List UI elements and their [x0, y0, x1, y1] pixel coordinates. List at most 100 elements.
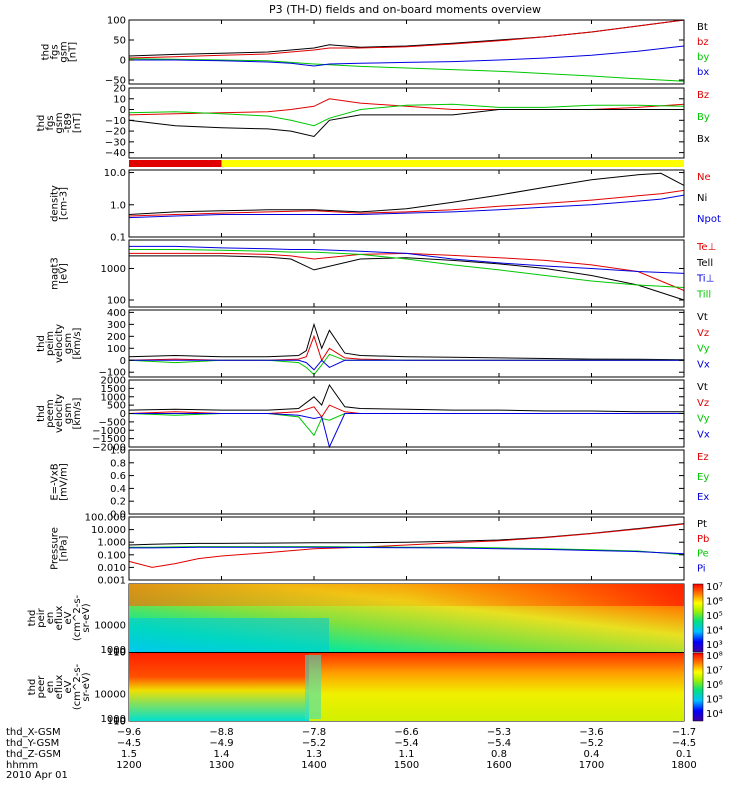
ylabel-peer_eflux-4: eV: [63, 680, 74, 693]
ytick-fgs_dsl-1: 10: [113, 94, 126, 105]
ytick-peem_velocity-2: 1000: [101, 392, 126, 403]
ylabel-density-1: [cm-3]: [59, 187, 70, 220]
series-pressure-1: [128, 523, 685, 568]
figure-title: P3 (TH-D) fields and on-board moments ov…: [269, 3, 541, 16]
legend-efield-0: Ez: [697, 452, 709, 463]
ytick-density-2: 0.1: [110, 233, 126, 244]
colorbar-peir-scale: [692, 583, 704, 653]
cbar-tick-peir_eflux-4: 10³: [706, 640, 723, 651]
ylabel-peer_eflux-6: sr-eV): [81, 672, 92, 701]
mode-segment-1: [221, 160, 684, 167]
ytick-peir_eflux-0: 10000: [94, 620, 126, 631]
ytick-peir_eflux-3: 10: [113, 648, 126, 659]
ytick-peer_eflux-1: 1000: [101, 714, 126, 725]
panel-density: Ne Ni Npot 10.0 1.0 0.1 density[cm-3]: [50, 168, 721, 243]
ephem-y_gsm-5: −5.2: [579, 738, 603, 749]
ephem-z_gsm-6: 0.1: [676, 749, 692, 760]
ylabel-peim_velocity-1: peim: [45, 331, 56, 356]
ephem-y_gsm-2: −5.2: [302, 738, 326, 749]
peir-spectrogram-low-energy: [129, 618, 329, 652]
legend-fgs_gsm-1: bz: [697, 37, 709, 48]
ytick-peim_velocity-2: 200: [107, 332, 126, 343]
cbar-tick-peer_eflux-1: 10⁷: [706, 666, 723, 677]
ytick-efield-2: 0.6: [110, 471, 126, 482]
panel-efield: Ez Ey Ex 1.00.8 0.6 0.4 0.2 0.0 E=-VxB[mV/m]: [50, 446, 710, 521]
legend-peem_velocity-2: Vy: [697, 414, 710, 425]
peer-spectrogram: [129, 653, 684, 721]
ylabel-fgs_dsl-1: fgs: [45, 115, 56, 130]
ytick-efield-3: 0.4: [110, 484, 126, 495]
ephem-times-4: 1600: [486, 760, 511, 771]
series-temperature-3: [129, 249, 685, 288]
ytick-temperature-1: 100: [107, 296, 126, 307]
ytick-peer_eflux-3: 10: [113, 717, 126, 728]
ytick-pressure-2: 1.000: [97, 538, 126, 549]
legend-pressure-2: Pe: [697, 549, 709, 560]
ylabel-peim_velocity-0: thd: [36, 335, 47, 352]
ylabel-fgs_gsm-2: gsm: [59, 41, 70, 62]
ephem-z_gsm-5: 0.4: [584, 749, 600, 760]
ephem-x_gsm-0: −9.6: [117, 727, 141, 738]
ytick-fgs_gsm-2: 0: [120, 56, 126, 67]
series-pressure-0: [128, 523, 685, 546]
ephem-times-6: 1800: [671, 760, 696, 771]
legend-peem_velocity-1: Vz: [697, 398, 709, 409]
ytick-pressure-5: 0.001: [97, 576, 126, 587]
legend-fgs_dsl-0: Bz: [697, 90, 709, 101]
ylabel-pressure-1: [nPa]: [59, 535, 70, 561]
ytick-peim_velocity-3: 100: [107, 344, 126, 355]
ytick-pressure-4: 0.010: [97, 563, 126, 574]
legend-pressure-3: Pi: [697, 563, 706, 574]
ytick-density-1: 1.0: [110, 200, 126, 211]
ylabel-peer_eflux-0: thd: [27, 679, 38, 696]
legend-peim_velocity-3: Vx: [697, 359, 710, 370]
ephem-x_gsm-3: −6.6: [394, 727, 418, 738]
ytick-peem_velocity-6: −1000: [92, 426, 126, 437]
ytick-pressure-0: 100.000: [85, 513, 126, 524]
ylabel-fgs_dsl-0: thd: [36, 115, 47, 132]
ylabel-peir_eflux-3: eflux: [54, 606, 65, 631]
colorbar-peir: 10⁷ 10⁶ 10⁵ 10⁴ 10³: [692, 582, 723, 653]
series-temperature-2: [129, 245, 685, 274]
frame-peim_velocity: [128, 309, 685, 378]
legend-peim_velocity-2: Vy: [697, 344, 710, 355]
series-pressure-2: [129, 546, 685, 556]
ylabel-peir_eflux-4: eV: [63, 611, 74, 624]
ytick-fgs_gsm-3: −50: [105, 76, 126, 87]
legend-temperature-1: Tell: [696, 258, 713, 269]
ephem-label-time: hhmm: [6, 760, 38, 771]
ephem-label-x: thd_X-GSM: [6, 727, 61, 738]
ylabel-peim_velocity-4: [km/s]: [72, 327, 83, 359]
legend-fgs_dsl-1: By: [697, 112, 710, 123]
peir-spectrogram: [129, 584, 684, 652]
legend-peem_velocity-3: Vx: [697, 429, 710, 440]
ylabel-peim_velocity-2: velocity: [54, 324, 65, 363]
legend-density-1: Ni: [697, 193, 707, 204]
ytick-fgs_dsl-4: −20: [105, 127, 126, 138]
ytick-efield-1: 0.8: [110, 458, 126, 469]
ylabel-fgs_dsl-2: gsm: [54, 112, 65, 133]
ytick-peer_eflux-0: 10000: [94, 689, 126, 700]
series-peem_velocity-0: [128, 383, 684, 413]
ytick-peem_velocity-1: 1500: [101, 384, 126, 395]
ylabel-fgs_gsm-3: [nT]: [68, 42, 79, 62]
ytick-peem_velocity-0: 2000: [101, 376, 126, 387]
ytick-fgs_gsm-0: 100: [107, 16, 126, 27]
ephem-times-2: 1400: [301, 760, 326, 771]
ephem-z_gsm-1: 1.4: [214, 749, 230, 760]
cbar-tick-peer_eflux-2: 10⁶: [706, 680, 723, 691]
panel-pressure: PtPbPePi100.00010.0001.0000.1000.0100.00…: [50, 513, 710, 587]
ytick-fgs_dsl-2: 0: [120, 105, 126, 116]
ylabel-peem_velocity-1: peem: [45, 399, 56, 427]
legend-fgs_dsl-2: Bx: [697, 134, 710, 145]
ylabel-peer_eflux-1: peer: [36, 675, 47, 699]
legend-fgs_gsm-0: Bt: [697, 22, 708, 33]
ylabel-fgs_dsl-3: -t89: [63, 113, 74, 133]
ytick-fgs_dsl-5: −30: [105, 137, 126, 148]
series-fgs_gsm-2: [128, 58, 685, 82]
series-peem_velocity-2: [128, 413, 684, 437]
series-peim_velocity-3: [129, 359, 684, 371]
peer-spectrogram-dip: [305, 655, 321, 719]
